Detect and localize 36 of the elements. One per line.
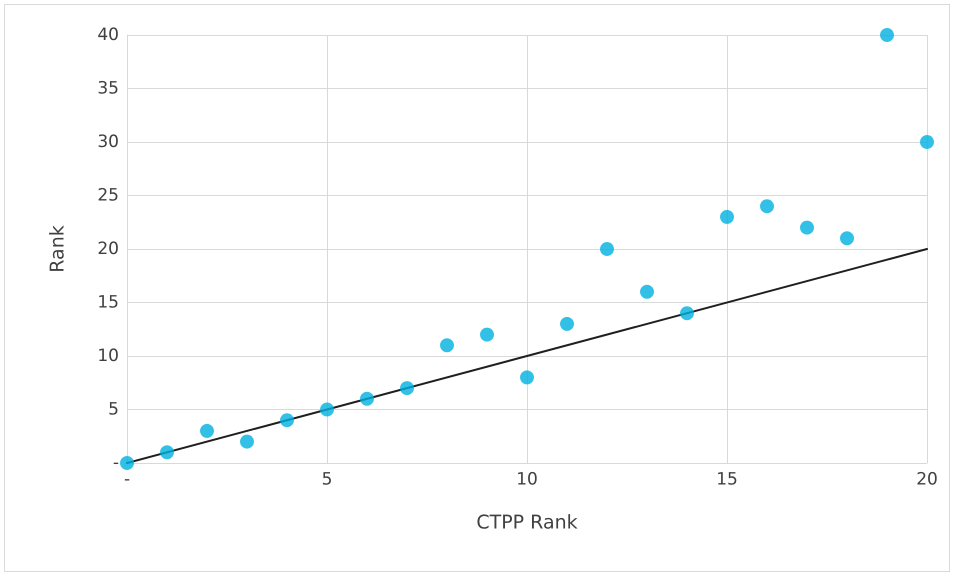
point	[280, 413, 294, 428]
y-tick-label: 20	[97, 239, 119, 259]
y-tick-label: 25	[97, 186, 119, 206]
point	[760, 199, 774, 214]
x-tick-label: 20	[916, 470, 938, 490]
point	[600, 242, 614, 256]
x-tick-label: 10	[516, 470, 538, 490]
point	[400, 381, 414, 396]
point	[320, 402, 334, 416]
y-tick-label: 5	[108, 400, 119, 420]
point	[480, 328, 494, 342]
point	[120, 456, 134, 470]
point	[800, 220, 814, 235]
point	[640, 284, 654, 299]
y-tick-label: 15	[97, 292, 119, 312]
point	[360, 392, 374, 406]
y-tick-label: 30	[97, 132, 119, 152]
y-axis-title: Rank	[46, 225, 68, 273]
x-tick-label: 5	[322, 470, 332, 490]
y-tick-label: -	[112, 453, 119, 473]
point	[840, 231, 854, 246]
point	[160, 445, 174, 460]
point	[560, 316, 574, 331]
point	[920, 135, 934, 149]
point	[440, 338, 454, 352]
point	[680, 306, 694, 320]
point	[240, 434, 254, 449]
point	[520, 370, 534, 384]
y-tick-label: 10	[97, 346, 119, 366]
x-tick-label: 15	[716, 470, 738, 490]
y-tick-label: 40	[97, 25, 119, 45]
y-tick-label: 35	[97, 78, 119, 98]
point	[880, 28, 894, 42]
point	[200, 424, 214, 438]
x-axis-title: CTPP Rank	[476, 512, 578, 534]
point	[720, 210, 734, 224]
